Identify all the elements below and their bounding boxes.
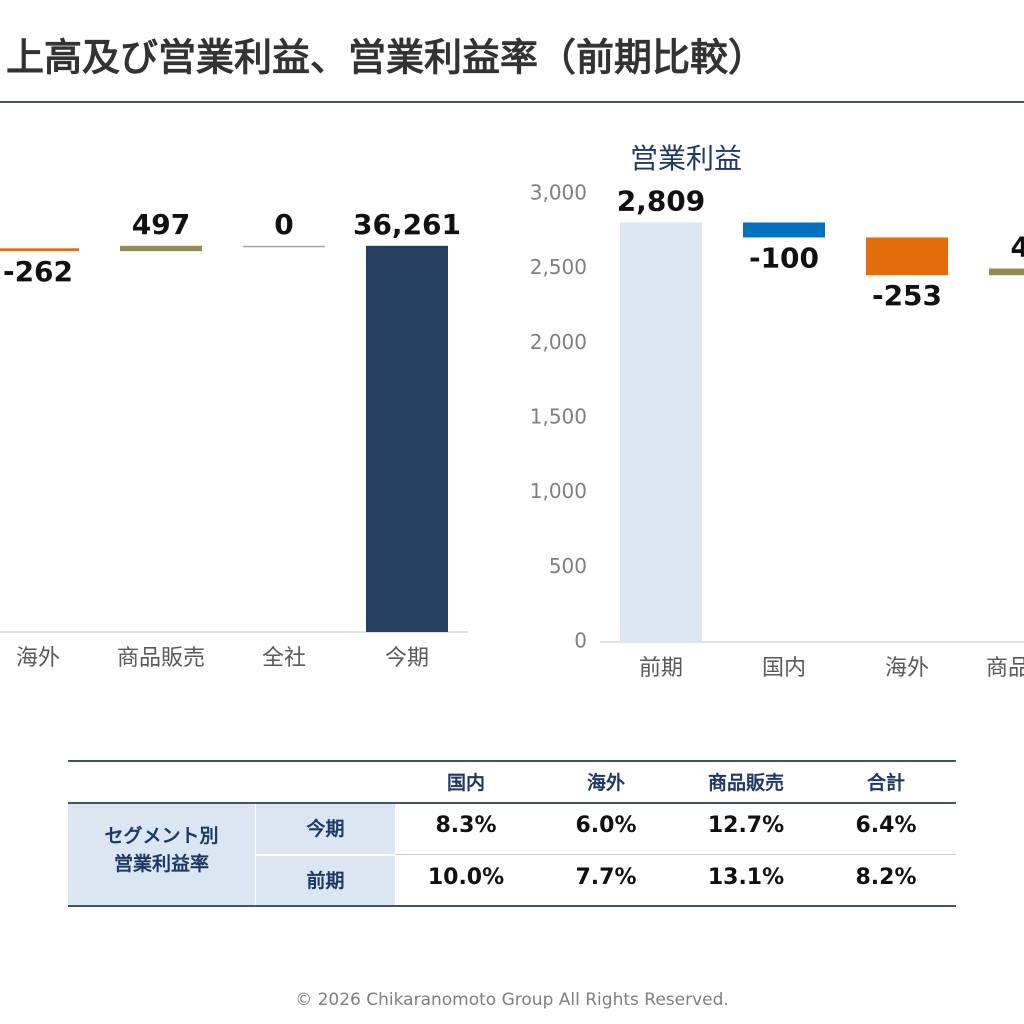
- value-label: 497: [132, 208, 190, 241]
- table-cell: 7.7%: [575, 865, 637, 890]
- value-label: 36,261: [353, 208, 461, 241]
- bar: [989, 268, 1024, 276]
- y-tick-label: 0: [574, 629, 587, 653]
- value-label: 0: [274, 208, 293, 241]
- table-cell: 8.2%: [855, 865, 917, 890]
- x-tick-label: 海外: [885, 656, 929, 681]
- y-tick-label: 1,000: [530, 479, 587, 503]
- row-label: 今期: [306, 818, 345, 840]
- bar: [120, 245, 202, 252]
- value-label: 45: [1011, 231, 1024, 264]
- bar: [243, 245, 325, 248]
- y-tick-label: 2,000: [530, 330, 587, 354]
- footer: © 2026 Chikaranomoto Group All Rights Re…: [295, 990, 729, 1010]
- table-cell: 6.4%: [855, 813, 917, 838]
- y-tick-label: 3,000: [530, 181, 587, 205]
- row-group-label: セグメント別 営業利益率: [104, 825, 219, 875]
- y-tick-label: 2,500: [530, 255, 587, 279]
- column-header: 国内: [446, 772, 485, 794]
- bar: [366, 245, 448, 632]
- slide-title: 上高及び営業利益、営業利益率（前期比較）: [6, 36, 766, 80]
- bar: [620, 222, 702, 643]
- table-cell: 12.7%: [707, 813, 785, 838]
- table-cell: 6.0%: [575, 813, 637, 838]
- x-tick-label: 商品販売: [986, 656, 1024, 681]
- bar: [0, 248, 79, 252]
- x-tick-label: 全社: [262, 646, 306, 671]
- x-tick-label: 国内: [762, 656, 806, 681]
- column-header: 商品販売: [707, 772, 784, 794]
- x-tick-label: 商品販売: [117, 646, 205, 671]
- x-tick-label: 今期: [385, 646, 429, 671]
- bar: [743, 222, 825, 238]
- value-label: -253: [872, 279, 942, 312]
- cell-divider: [256, 854, 395, 856]
- table-rule: [68, 802, 956, 804]
- cell-divider: [255, 804, 256, 905]
- value-label: 2,809: [617, 185, 706, 218]
- table-cell: 10.0%: [427, 865, 505, 890]
- chart-title: 営業利益: [630, 142, 742, 175]
- x-tick-label: 海外: [16, 646, 60, 671]
- value-label: -100: [749, 241, 819, 274]
- value-label: -262: [3, 255, 73, 288]
- row-label: 前期: [306, 870, 345, 892]
- table-cell: 13.1%: [707, 865, 785, 890]
- y-tick-label: 1,500: [530, 405, 587, 429]
- column-header: 合計: [866, 772, 905, 794]
- table-rule: [68, 760, 956, 762]
- table-cell: 8.3%: [435, 813, 497, 838]
- column-header: 海外: [586, 772, 625, 794]
- y-tick-label: 500: [549, 554, 587, 578]
- table-rule: [68, 905, 956, 907]
- x-tick-label: 前期: [639, 656, 683, 681]
- table-rule: [395, 854, 956, 855]
- bar: [866, 237, 948, 276]
